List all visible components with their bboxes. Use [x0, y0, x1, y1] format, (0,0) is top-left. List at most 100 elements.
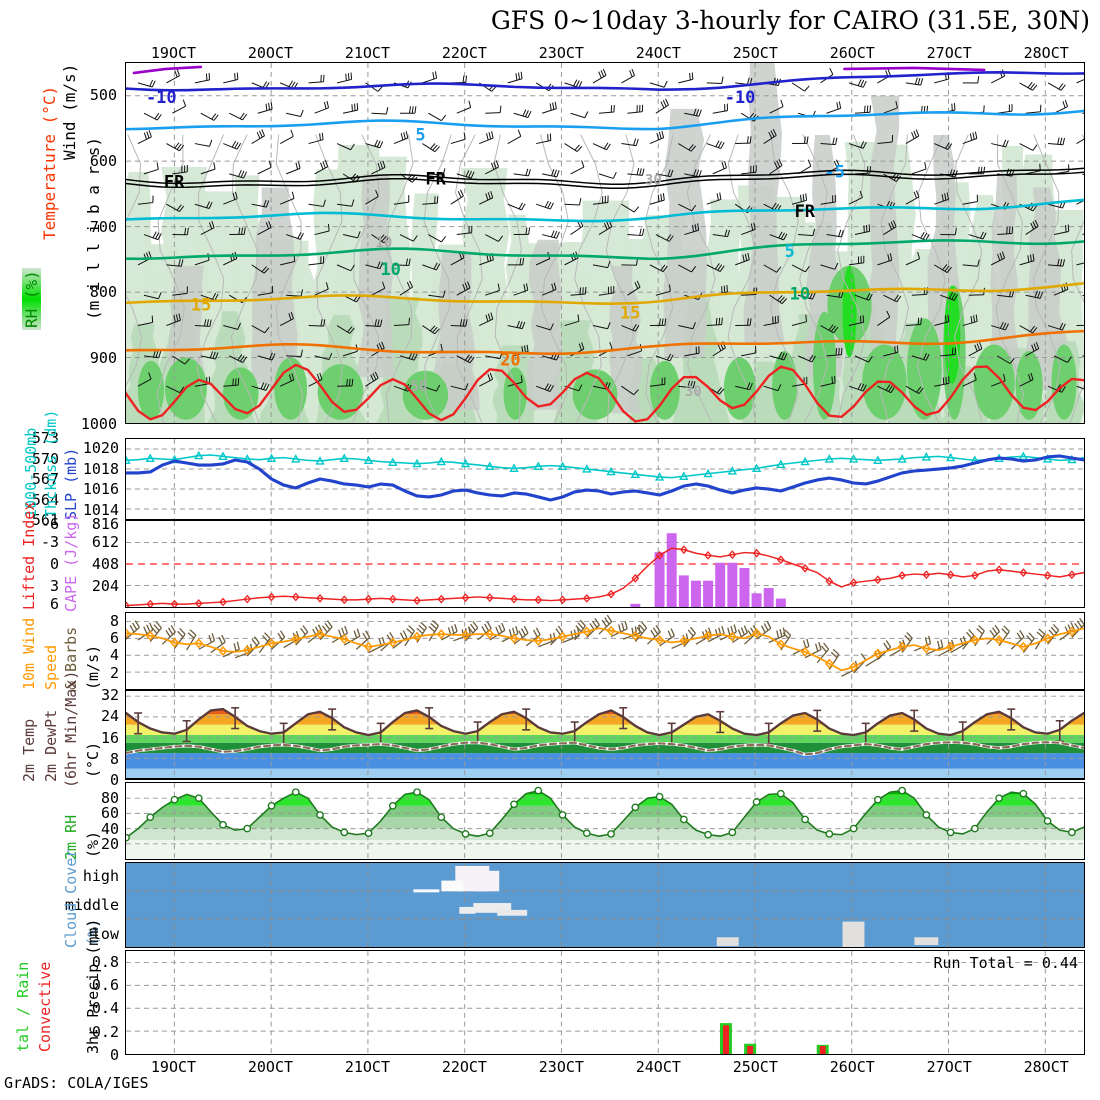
panel-rh-2m[interactable] [125, 782, 1085, 860]
x-tick-label: 23OCT [538, 1058, 584, 1076]
x-tick-label: 27OCT [926, 1058, 972, 1076]
y-tick-label: -3 [40, 533, 59, 551]
y-tick-label: 8 [109, 749, 119, 768]
x-tick-label: 19OCT [150, 1058, 197, 1076]
svg-text:15: 15 [620, 303, 640, 323]
svg-text:15: 15 [191, 295, 211, 315]
axis-group-label: Speed [42, 644, 60, 690]
y-tick-label: 0 [109, 771, 119, 789]
y-tick-label: 20 [100, 835, 119, 854]
y-tick-label: 573 [31, 429, 59, 447]
svg-text:50: 50 [410, 379, 427, 395]
x-tick-label: 25OCT [732, 1058, 778, 1076]
y-tick-label: 1014 [82, 500, 119, 519]
panel-precip[interactable]: Run Total = 0.44 [125, 950, 1085, 1055]
x-tick-label: 26OCT [829, 44, 875, 62]
y-tick-label: 900 [89, 349, 117, 368]
y-tick-label: 24 [100, 707, 119, 726]
footer-credit: GrADS: COLA/IGES [4, 1074, 149, 1092]
x-tick-label: 25OCT [732, 44, 778, 62]
y-tick-label: 80 [100, 788, 119, 807]
axis-group-label: Thcknss (dm) [42, 409, 60, 518]
axis-group-label: 10m Wind [20, 617, 38, 690]
svg-text:10: 10 [380, 259, 400, 279]
y-tick-label: 700 [89, 217, 117, 236]
axis-group-label: RH (%) [22, 268, 41, 330]
svg-text:-10: -10 [146, 87, 177, 107]
x-tick-label: 24OCT [635, 1058, 681, 1076]
svg-text:10: 10 [790, 284, 810, 304]
x-tick-label: 26OCT [829, 1058, 875, 1076]
y-tick-label: 0 [49, 555, 59, 573]
y-tick-label: 6 [49, 595, 59, 613]
cloud-level-label: low [91, 924, 119, 943]
panel-cloud-cover[interactable] [125, 862, 1085, 948]
x-tick-label: 28OCT [1023, 1058, 1069, 1076]
panel-li-cape[interactable] [125, 520, 1085, 608]
axis-group-label: Lifted Index [20, 501, 38, 610]
svg-text:30: 30 [645, 172, 662, 188]
y-tick-label: 60 [100, 804, 119, 823]
panel-slp-thickness[interactable] [125, 438, 1085, 520]
svg-text:FR: FR [795, 201, 816, 221]
y-tick-label: 567 [31, 470, 59, 488]
svg-text:-5: -5 [825, 161, 845, 181]
y-tick-label: 8 [109, 611, 119, 630]
axis-group-label: 3hr Precip (mm) [84, 918, 102, 1054]
panel-upper-air[interactable]: -10 -10 5 -5 FR FR FR 5 10 10 15 15 20 30 10 30 50 [125, 62, 1085, 424]
axis-group-label: tal / Rain [14, 961, 32, 1052]
x-tick-label: 21OCT [344, 1058, 390, 1076]
x-tick-label: 22OCT [441, 1058, 487, 1076]
svg-text:10: 10 [375, 235, 392, 251]
y-tick-label: 816 [91, 515, 119, 533]
panel-wind-10m[interactable] [125, 612, 1085, 690]
y-tick-label: 500 [89, 85, 117, 104]
y-tick-label: 570 [31, 449, 59, 468]
axis-group-label: Convective [36, 961, 54, 1052]
y-tick-label: 4 [109, 646, 119, 665]
axis-group-label: 2m DewPt [42, 709, 60, 782]
y-tick-label: 16 [100, 728, 119, 747]
y-tick-label: 800 [89, 283, 117, 302]
axis-group-label: (6hr Min/Max) [62, 670, 80, 788]
axis-group-label: Temperature (°C) [40, 85, 59, 240]
axis-group-label: (m i l l i b a r s) [84, 136, 103, 320]
axis-group-label: Cloud Cover [62, 848, 80, 948]
x-tick-label: 27OCT [926, 44, 972, 62]
axis-group-label: Wind (m/s) [60, 63, 79, 160]
x-tick-label: 28OCT [1023, 44, 1069, 62]
axis-group-label: (m/s) [84, 644, 102, 690]
x-tick-label: 23OCT [538, 44, 584, 62]
svg-text:FR: FR [164, 171, 185, 191]
y-tick-label: 0 [109, 1046, 119, 1064]
y-tick-label: 1018 [82, 459, 119, 478]
y-tick-label: 0.6 [91, 976, 119, 994]
x-tick-label: 24OCT [635, 44, 681, 62]
y-tick-label: 408 [91, 555, 119, 573]
y-tick-label: 600 [89, 151, 117, 170]
svg-text:5: 5 [785, 241, 795, 261]
x-tick-label: 21OCT [344, 44, 390, 62]
x-tick-label: 20OCT [247, 1058, 294, 1076]
panel-temp-dewpt[interactable] [125, 690, 1085, 780]
cloud-level-label: high [82, 867, 119, 886]
y-tick-label: 3 [49, 577, 59, 595]
x-tick-label: 19OCT [150, 44, 197, 62]
y-tick-label: 32 [100, 686, 119, 705]
y-tick-label: 204 [91, 577, 119, 595]
y-tick-label: 564 [31, 490, 59, 509]
y-tick-label: 2 [109, 663, 119, 682]
x-tick-label: 20OCT [247, 44, 294, 62]
run-total-label: Run Total = 0.44 [933, 954, 1079, 972]
cloud-level-label: middle [64, 896, 119, 914]
axis-group-label: CAPE (J/kg) [62, 512, 80, 612]
y-tick-label: 1000 [80, 415, 117, 433]
x-tick-label: 22OCT [441, 44, 487, 62]
page-title: GFS 0~10day 3-hourly for CAIRO (31.5E, 3… [490, 6, 1090, 35]
y-tick-label: -6 [40, 515, 59, 533]
y-tick-label: 0.8 [91, 952, 119, 971]
y-tick-label: 612 [91, 533, 119, 551]
svg-text:-10: -10 [725, 87, 756, 107]
svg-text:30: 30 [685, 384, 702, 400]
